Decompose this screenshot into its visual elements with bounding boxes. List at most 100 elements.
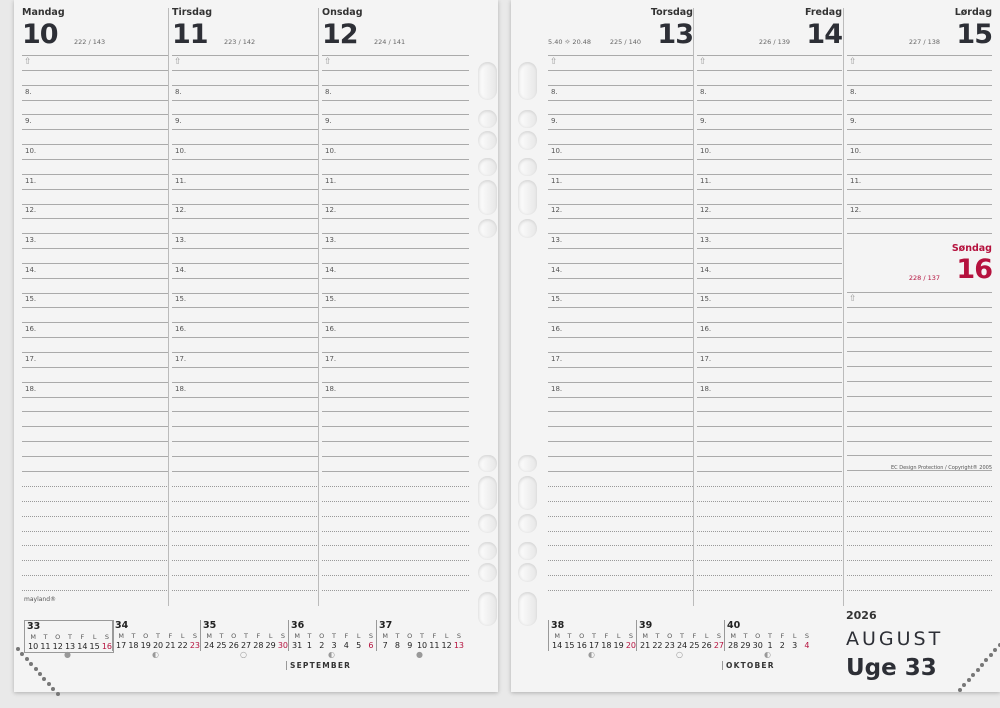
day-count: 223 / 142 bbox=[224, 38, 256, 46]
ruled-line bbox=[697, 322, 842, 324]
moon-phase-icon: ◐ bbox=[328, 650, 335, 659]
weekday-header: F bbox=[80, 633, 85, 641]
calendar-day[interactable]: 26 bbox=[228, 641, 239, 650]
calendar-day[interactable]: 13 bbox=[453, 641, 465, 650]
calendar-day[interactable]: 3 bbox=[331, 641, 337, 650]
week-number[interactable]: 34 bbox=[115, 620, 129, 631]
week-days: 28 29 30 1 2 3 4 bbox=[727, 641, 813, 651]
calendar-day[interactable]: 30 bbox=[752, 641, 763, 650]
calendar-day[interactable]: 6 bbox=[368, 641, 374, 650]
ruled-line bbox=[847, 366, 992, 368]
week-number[interactable]: 39 bbox=[639, 620, 653, 631]
calendar-day[interactable]: 18 bbox=[128, 641, 139, 650]
calendar-day[interactable]: 19 bbox=[140, 641, 151, 650]
dotted-line bbox=[847, 530, 992, 532]
weekday-header: S bbox=[104, 633, 109, 641]
calendar-day[interactable]: 29 bbox=[265, 641, 276, 650]
calendar-day[interactable]: 22 bbox=[177, 641, 188, 650]
hour-label: 16. bbox=[175, 325, 187, 334]
dotted-line bbox=[322, 500, 469, 502]
calendar-day[interactable]: 15 bbox=[564, 641, 575, 650]
calendar-day[interactable]: 30 bbox=[277, 641, 289, 650]
calendar-day[interactable]: 3 bbox=[792, 641, 798, 650]
dotted-line bbox=[697, 560, 842, 562]
calendar-day[interactable]: 20 bbox=[152, 641, 164, 650]
calendar-day[interactable]: 11 bbox=[429, 641, 440, 650]
calendar-day[interactable]: 10 bbox=[416, 641, 428, 650]
calendar-day[interactable]: 29 bbox=[740, 641, 751, 650]
calendar-day[interactable]: 24 bbox=[204, 641, 215, 650]
calendar-day[interactable]: 2 bbox=[319, 641, 325, 650]
calendar-day[interactable]: 24 bbox=[676, 641, 688, 650]
calendar-day[interactable]: 25 bbox=[689, 641, 700, 650]
calendar-day[interactable]: 5 bbox=[356, 641, 362, 650]
calendar-day[interactable]: 12 bbox=[441, 641, 452, 650]
calendar-day[interactable]: 1 bbox=[306, 641, 312, 650]
month-title: AUGUST bbox=[846, 628, 944, 650]
calendar-day[interactable]: 14 bbox=[77, 642, 88, 651]
ruled-line bbox=[548, 203, 693, 205]
calendar-day[interactable]: 27 bbox=[240, 641, 252, 650]
calendar-day[interactable]: 16 bbox=[576, 641, 587, 650]
calendar-day[interactable]: 27 bbox=[713, 641, 725, 650]
calendar-day[interactable]: 2 bbox=[779, 641, 785, 650]
calendar-day[interactable]: 9 bbox=[407, 641, 413, 650]
week-number[interactable]: 38 bbox=[551, 620, 565, 631]
calendar-day[interactable]: 14 bbox=[552, 641, 563, 650]
calendar-day[interactable]: 28 bbox=[728, 641, 739, 650]
week-number[interactable]: 37 bbox=[379, 620, 393, 631]
calendar-day[interactable]: 22 bbox=[652, 641, 663, 650]
week-number[interactable]: 40 bbox=[727, 620, 741, 631]
calendar-day[interactable]: 1 bbox=[767, 641, 773, 650]
ruled-line bbox=[172, 114, 319, 116]
ruled-line bbox=[172, 262, 319, 264]
calendar-day[interactable]: 11 bbox=[40, 642, 51, 651]
week-number[interactable]: 35 bbox=[203, 620, 217, 631]
hour-label: 17. bbox=[551, 354, 563, 363]
calendar-day[interactable]: 26 bbox=[701, 641, 712, 650]
calendar-day[interactable]: 4 bbox=[343, 641, 349, 650]
weekday-header: T bbox=[332, 632, 337, 640]
calendar-day[interactable]: 28 bbox=[253, 641, 264, 650]
ruled-line bbox=[847, 395, 992, 397]
week-number[interactable]: 33 bbox=[27, 621, 41, 632]
ruled-line bbox=[697, 233, 842, 235]
calendar-day[interactable]: 4 bbox=[804, 641, 810, 650]
calendar-day[interactable]: 23 bbox=[189, 641, 201, 650]
calendar-day[interactable]: 13 bbox=[64, 642, 76, 651]
calendar-day[interactable]: 19 bbox=[613, 641, 624, 650]
calendar-day[interactable]: 31 bbox=[292, 641, 303, 650]
week-number[interactable]: 36 bbox=[291, 620, 305, 631]
person-icon: ⇧ bbox=[849, 294, 857, 304]
calendar-day[interactable]: 16 bbox=[101, 642, 113, 651]
calendar-day[interactable]: 8 bbox=[394, 641, 400, 650]
calendar-day[interactable]: 12 bbox=[52, 642, 63, 651]
ruled-line bbox=[22, 455, 169, 457]
perforation-dot bbox=[38, 672, 42, 676]
calendar-day[interactable]: 25 bbox=[216, 641, 227, 650]
calendar-day[interactable]: 23 bbox=[664, 641, 675, 650]
dotted-line bbox=[697, 530, 842, 532]
calendar-day[interactable]: 15 bbox=[89, 642, 100, 651]
weekday-header: T bbox=[567, 632, 572, 640]
ruled-line bbox=[22, 470, 169, 472]
calendar-day[interactable]: 18 bbox=[601, 641, 612, 650]
ruled-line bbox=[697, 470, 842, 472]
calendar-day[interactable]: 10 bbox=[28, 642, 39, 651]
calendar-day[interactable]: 7 bbox=[382, 641, 388, 650]
hour-label: 13. bbox=[325, 236, 337, 245]
hour-label: 14. bbox=[700, 265, 712, 274]
calendar-day[interactable]: 17 bbox=[588, 641, 600, 650]
calendar-day[interactable]: 21 bbox=[165, 641, 176, 650]
weekday-header: L bbox=[356, 632, 361, 640]
ruled-line bbox=[697, 218, 842, 220]
calendar-day[interactable]: 20 bbox=[625, 641, 637, 650]
hour-label: 9. bbox=[850, 117, 857, 126]
column-divider bbox=[168, 8, 169, 606]
calendar-day[interactable]: 17 bbox=[116, 641, 127, 650]
ruled-line bbox=[697, 55, 842, 56]
ruled-line bbox=[22, 248, 169, 250]
day-column: Torsdag 13 225 / 140 5.40 ☼ 20.48 ⇧ 8. 9. 10. 11… bbox=[548, 0, 694, 606]
calendar-day[interactable]: 21 bbox=[640, 641, 651, 650]
